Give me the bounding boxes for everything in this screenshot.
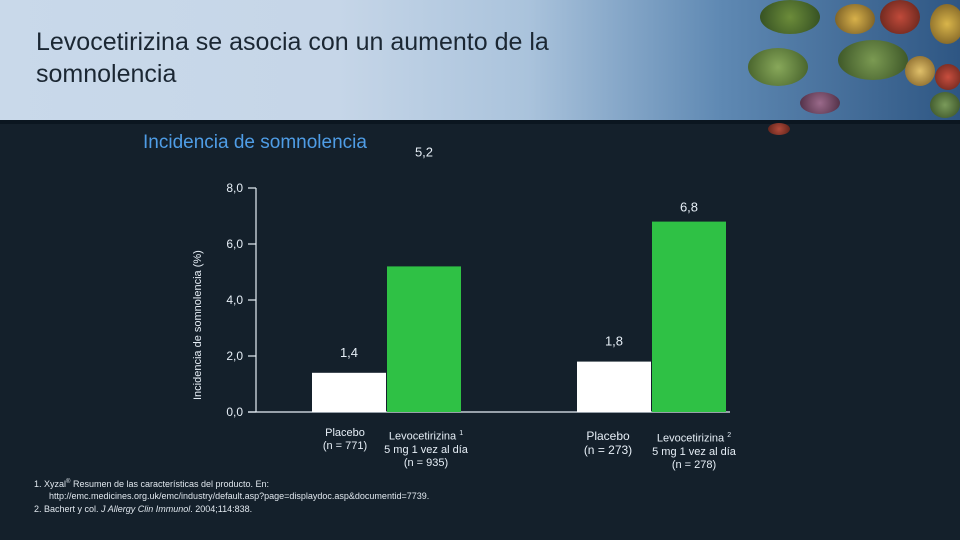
decor-pollen-1 [760,0,820,34]
footnote-1: 1. Xyzal® Resumen de las características… [34,476,429,502]
bar-levocetirizina-2 [652,221,726,412]
y-tick-label: 8,0 [226,181,243,195]
category-n: (n = 273) [583,443,633,457]
decor-pollen-10 [930,92,960,118]
category-n: (n = 771) [322,440,368,452]
y-tick-label: 6,0 [226,237,243,251]
bar-levocetirizina-1 [387,266,461,412]
decor-pollen-6 [838,40,908,80]
category-name: Placebo [325,427,365,439]
category-ref: 2 [727,432,732,439]
category-n: (n = 935) [403,456,449,469]
category-n: (n = 278) [671,458,717,471]
data-label-levocetirizina-2: 6,8 [680,200,698,215]
header-banner [0,0,960,120]
footnote-1-url[interactable]: http://emc.medicines.org.uk/emc/industry… [49,491,430,501]
category-dose: 5 mg 1 vez al día [652,445,736,458]
footnote-2: 2. Bachert y col. J Allergy Clin Immunol… [34,503,252,515]
decor-pollen-3 [880,0,920,34]
decor-pollen-small [768,123,790,135]
category-label-levocetirizina-1: Levocetirizina 1 5 mg 1 vez al día (n = … [372,427,480,470]
slide-title: Levocetirizina se asocia con un aumento … [36,28,549,88]
category-name: Levocetirizina [388,430,457,443]
category-name: Levocetirizina [656,432,725,445]
y-tick-label: 2,0 [226,349,243,363]
data-label-placebo-1: 1,4 [340,345,358,360]
decor-pollen-9 [800,92,840,114]
decor-pollen-7 [905,56,935,86]
data-label-levocetirizina-1: 5,2 [415,144,433,159]
footnote-1-sup: ® [66,479,71,485]
category-label-placebo-2: Placebo (n = 273) [575,429,641,457]
y-tick-label: 4,0 [226,293,243,307]
data-label-placebo-2: 1,8 [605,334,623,349]
header-stripe [0,120,960,124]
y-tick-label: 0,0 [226,405,243,419]
decor-pollen-5 [748,48,808,86]
category-label-levocetirizina-2: Levocetirizina 2 5 mg 1 vez al día (n = … [640,429,748,472]
category-ref: 1 [459,430,464,437]
footnote-1-text: Resumen de las características del produ… [70,479,270,489]
category-label-placebo-1: Placebo (n = 771) [312,427,378,453]
chart-subtitle: Incidencia de somnolencia [143,132,367,153]
decor-pollen-2 [835,4,875,34]
bar-placebo-2 [577,361,651,412]
footnote-1-prefix: 1. Xyzal [34,479,67,489]
decor-pollen-4 [930,4,960,44]
bar-placebo-1 [312,372,386,412]
category-name: Placebo [586,429,630,443]
footnote-2-prefix: 2. Bachert y col. [34,504,102,514]
footnote-2-rest: . 2004;114:838. [190,504,253,514]
category-dose: 5 mg 1 vez al día [384,443,468,456]
decor-pollen-8 [935,64,960,90]
footnote-2-journal: J Allergy Clin Immunol [101,504,191,514]
